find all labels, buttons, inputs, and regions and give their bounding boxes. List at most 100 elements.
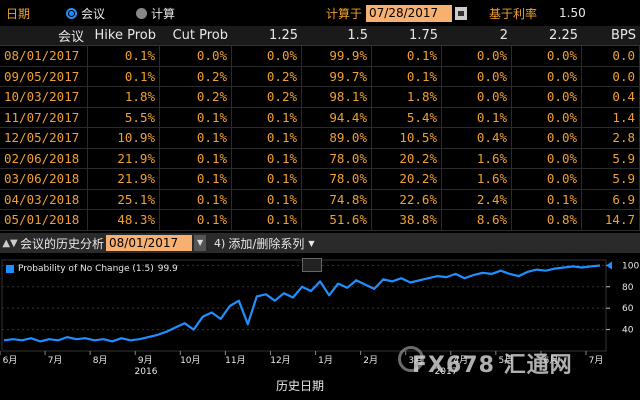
series-line [3,264,601,343]
col-header[interactable]: BPS [610,28,636,43]
table-cell: 5.9 [582,148,640,168]
x-tick-label: 2月 [363,355,378,366]
col-header[interactable]: Cut Prob [172,28,228,43]
table-cell: 6.9 [582,189,640,209]
table-cell: 0.0 [582,66,640,86]
chart-type-button[interactable] [302,258,322,272]
col-header[interactable]: 2 [499,28,508,43]
calc-date-input[interactable]: 07/28/2017 [366,4,453,22]
table-cell: 1.6% [442,169,512,189]
chart-toolbar: ▲▼ 会议的历史分析 08/01/2017 ▼ 4) 添加/删除系列 ▼ [0,233,640,253]
top-bar: 日期 会议 计算 计算于 07/28/2017 基于利率 1.50 [0,0,640,26]
table-cell: 99.9% [302,46,372,66]
table-cell: 98.1% [302,87,372,107]
radio-meeting-label: 会议 [81,6,106,21]
table-cell: 1.4 [582,107,640,127]
probability-table: 会议 Hike Prob Cut Prob 1.25 1.5 1.75 2 2.… [0,26,640,231]
plot-frame [1,259,607,352]
x-tick-label: 7月 [48,355,63,366]
table-row[interactable]: 12/05/2017 10.9% 0.1% 0.1% 89.0% 10.5% 0.4% 0.0… [0,128,640,149]
radio-calc-label: 计算 [151,6,176,21]
table-cell: 0.1% [442,107,512,127]
x-tick-label: 8月 [93,355,108,366]
table-cell: 2.8 [582,128,640,148]
table-cell: 5.9 [582,169,640,189]
table-cell: 0.0% [512,169,582,189]
table-cell: 08/01/2017 [0,46,88,66]
y-tick-label: 80 [622,283,634,293]
table-cell: 20.2% [372,169,442,189]
table-cell: 0.1% [232,107,302,127]
table-cell: 20.2% [372,148,442,168]
table-cell: 11/07/2017 [0,107,88,127]
col-header[interactable]: Hike Prob [94,28,156,43]
x-tick-label: 11月 [225,355,245,366]
add-series-icon[interactable]: 4) [214,236,226,250]
table-cell: 38.8% [372,210,442,230]
table-cell: 10.5% [372,128,442,148]
x-tick-label: 5月 [498,355,513,366]
table-row[interactable]: 02/06/2018 21.9% 0.1% 0.1% 78.0% 20.2% 1.6% 0.0… [0,148,640,169]
table-row[interactable]: 09/05/2017 0.1% 0.2% 0.2% 99.7% 0.1% 0.0% 0.0% 0… [0,66,640,87]
table-cell: 5.5% [88,107,160,127]
table-cell: 1.8% [88,87,160,107]
table-cell: 78.0% [302,169,372,189]
table-cell: 0.1% [160,128,232,148]
table-cell: 0.0 [582,46,640,66]
col-header[interactable]: 1.25 [269,28,298,43]
table-cell: 04/03/2018 [0,189,88,209]
x-axis-title: 历史日期 [276,379,324,393]
table-cell: 0.2% [160,87,232,107]
table-row[interactable]: 08/01/2017 0.1% 0.0% 0.0% 99.9% 0.1% 0.0% 0.0% 0… [0,46,640,67]
table-cell: 0.1% [232,148,302,168]
table-cell: 5.4% [372,107,442,127]
radio-calc[interactable]: 计算 [136,5,286,22]
radio-unselected-icon [136,7,147,19]
table-cell: 0.2% [160,66,232,86]
table-cell: 03/06/2018 [0,169,88,189]
table-cell: 10.9% [88,128,160,148]
table-row[interactable]: 10/03/2017 1.8% 0.2% 0.2% 98.1% 1.8% 0.0% 0.0% 0… [0,87,640,108]
table-cell: 74.8% [302,189,372,209]
col-header[interactable]: 1.5 [347,28,368,43]
x-tick-label: 9月 [138,355,153,366]
table-row[interactable]: 03/06/2018 21.9% 0.1% 0.1% 78.0% 20.2% 1.6% 0.0… [0,169,640,190]
table-row[interactable]: 05/01/2018 48.3% 0.1% 0.1% 51.6% 38.8% 8.6% 0.8… [0,210,640,231]
x-tick-label: 1月 [318,355,333,366]
table-cell: 2.4% [442,189,512,209]
watermark: FX678 汇通网 [412,353,573,378]
table-cell: 0.4% [442,128,512,148]
table-cell: 0.0% [512,46,582,66]
table-cell: 0.0% [512,66,582,86]
table-cell: 0.0% [512,107,582,127]
chevron-down-icon[interactable]: ▼ [308,238,315,248]
meeting-date-input[interactable]: 08/01/2017 [106,235,193,251]
table-cell: 78.0% [302,148,372,168]
x-year-label: 2017 [435,367,458,377]
x-tick-label: 7月 [589,355,604,366]
table-cell: 51.6% [302,210,372,230]
add-delete-series-button[interactable]: 添加/删除系列 [228,236,305,251]
x-tick-label: 6月 [544,355,559,366]
legend-label: Probability of No Change (1.5) [18,264,154,274]
x-tick-label: 6月 [3,355,18,366]
table-row[interactable]: 11/07/2017 5.5% 0.1% 0.1% 94.4% 5.4% 0.1% 0.0% 1… [0,107,640,128]
table-cell: 0.0% [512,128,582,148]
radio-meeting[interactable]: 会议 [66,5,136,22]
table-cell: 99.7% [302,66,372,86]
table-cell: 89.0% [302,128,372,148]
collapse-icon[interactable]: ▲▼ [2,237,18,249]
table-cell: 0.1% [160,169,232,189]
col-header[interactable]: 2.25 [549,28,578,43]
legend-value: 99.9 [157,264,178,274]
col-header[interactable]: 会议 [57,30,84,45]
col-header[interactable]: 1.75 [409,28,438,43]
table-cell: 0.1% [232,210,302,230]
table-cell: 0.1% [88,66,160,86]
dropdown-icon[interactable]: ▼ [194,235,207,251]
table-row[interactable]: 04/03/2018 25.1% 0.1% 0.1% 74.8% 22.6% 2.4% 0.1… [0,189,640,210]
calendar-icon[interactable] [455,6,468,20]
table-cell: 1.8% [372,87,442,107]
table-cell: 0.0% [442,46,512,66]
